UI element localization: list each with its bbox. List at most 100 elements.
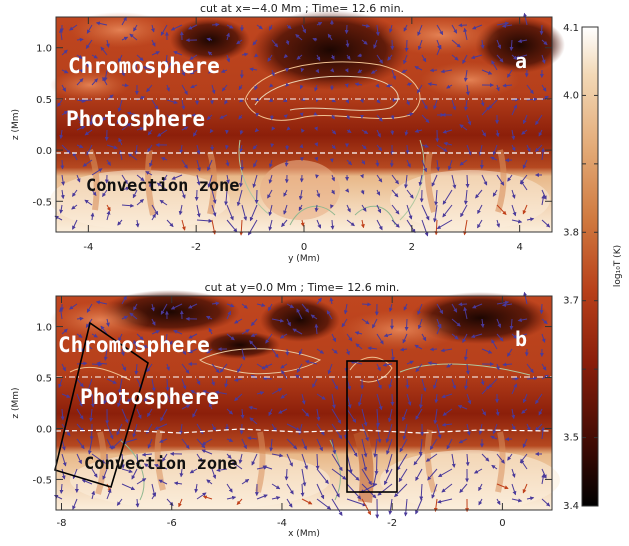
panel-b-velocity-arrow — [361, 483, 377, 499]
panel-a-velocity-arrow — [189, 69, 198, 75]
panel-a-velocity-arrow — [488, 99, 498, 110]
panel-b-velocity-arrow — [436, 323, 442, 335]
panel-b-velocity-arrow — [429, 438, 438, 450]
colorbar-tick-label: 3.7 — [563, 296, 579, 307]
panel-a-velocity-arrow — [241, 204, 248, 221]
panel-a-xtick-label: 2 — [409, 242, 415, 253]
panel-a-velocity-arrow — [315, 174, 320, 179]
panel-b-velocity-arrow — [106, 488, 112, 500]
panel-b-velocity-arrow — [415, 363, 423, 373]
panel-b-velocity-arrow — [61, 423, 71, 437]
panel-a-velocity-arrow — [376, 54, 383, 64]
panel-b-velocity-arrow — [376, 378, 382, 390]
panel-a-velocity-arrow — [268, 204, 273, 217]
panel-b-velocity-arrow — [451, 453, 456, 468]
panel-b-velocity-arrow — [196, 438, 206, 449]
panel-a-velocity-arrow — [239, 129, 244, 135]
panel-a-velocity-arrow — [301, 24, 306, 34]
panel-b-velocity-arrow — [418, 438, 423, 456]
panel-b-velocity-arrow — [150, 303, 155, 312]
panel-a-velocity-arrow — [226, 24, 234, 29]
panel-a-velocity-arrow — [181, 219, 186, 231]
panel-b-velocity-arrow — [143, 393, 153, 402]
panel-b-ytick-label: 0.0 — [36, 424, 52, 435]
panel-a-velocity-arrow — [403, 24, 408, 32]
panel-a-velocity-arrow — [477, 204, 483, 215]
panel-a-velocity-arrow — [465, 174, 470, 189]
panel-a-velocity-arrow — [226, 32, 230, 41]
panel-a-velocity-arrow — [239, 174, 243, 188]
panel-b-velocity-arrow — [327, 363, 333, 375]
panel-a-velocity-arrow — [388, 24, 393, 33]
panel-b-velocity-arrow — [271, 423, 277, 432]
panel-b-velocity-arrow — [241, 329, 250, 335]
panel-b-velocity-arrow — [429, 347, 438, 352]
panel-b-velocity-arrow — [192, 408, 198, 418]
panel-b-velocity-arrow — [89, 408, 94, 422]
panel-b-velocity-arrow — [376, 363, 381, 372]
panel-b-velocity-arrow — [502, 362, 513, 367]
panel-a-velocity-arrow — [121, 122, 132, 131]
panel-a-velocity-arrow — [540, 147, 545, 161]
panel-a-velocity-arrow — [121, 186, 130, 191]
panel-a-velocity-arrow — [267, 189, 273, 199]
panel-b-velocity-arrow — [465, 453, 470, 467]
panel-a-velocity-arrow — [496, 204, 507, 216]
panel-b-velocity-arrow — [86, 378, 93, 393]
panel-a-velocity-arrow — [480, 99, 485, 107]
panel-a-velocity-arrow — [211, 189, 217, 204]
panel-a-velocity-arrow — [106, 204, 111, 212]
panel-a-velocity-arrow — [239, 219, 244, 236]
panel-a-velocity-arrow — [102, 76, 108, 86]
panel-b-velocity-arrow — [256, 494, 268, 500]
panel-b-velocity-arrow — [541, 468, 547, 479]
panel-a-velocity-arrow — [181, 84, 188, 95]
panel-a-velocity-arrow — [281, 219, 288, 228]
panel-a-velocity-arrow — [391, 174, 399, 185]
panel-a-velocity-arrow — [295, 34, 303, 41]
panel-a-velocity-arrow — [390, 129, 395, 136]
panel-b-velocity-arrow — [301, 303, 310, 313]
panel-b-velocity-arrow — [296, 363, 303, 373]
panel-b-velocity-arrows — [53, 291, 551, 519]
panel-b-velocity-arrow — [211, 301, 220, 306]
panel-b-velocity-arrow — [189, 468, 198, 474]
panel-a-velocity-arrow — [376, 189, 381, 196]
panel-a-velocity-arrow — [436, 144, 448, 152]
panel-b-velocity-arrow — [417, 318, 423, 330]
panel-a-velocity-arrow — [511, 219, 523, 224]
panel-b-velocity-arrow — [316, 468, 329, 485]
panel-a-velocity-arrow — [118, 137, 123, 146]
panel-a-velocity-arrow — [86, 24, 93, 34]
panel-b-velocity-arrow — [540, 426, 545, 440]
panel-b-velocity-arrow — [507, 453, 513, 461]
panel-a-velocity-arrow — [117, 99, 123, 113]
panel-a-velocity-arrow — [480, 39, 485, 49]
panel-b-velocity-arrow — [206, 479, 213, 485]
panel-a-velocity-arrow — [147, 144, 153, 153]
panel-b-velocity-arrow — [196, 423, 204, 435]
panel-b-velocity-arrow — [457, 404, 468, 410]
panel-b-velocity-arrow — [202, 495, 213, 500]
panel-b-velocity-arrow — [433, 498, 438, 513]
panel-a-velocity-arrow — [390, 114, 395, 120]
panel-b-velocity-arrow — [173, 481, 183, 486]
panel-a-velocity-arrow — [436, 219, 453, 230]
panel-a-velocity-arrow — [118, 149, 123, 161]
panel-b-ylabel: z (Mm) — [11, 387, 21, 418]
panel-a-ytick-label: 1.0 — [36, 44, 52, 55]
panel-b-velocity-arrow — [331, 393, 336, 409]
panel-a-velocity-arrow — [361, 204, 367, 212]
panel-b-velocity-arrow — [234, 377, 243, 382]
panel-a-velocity-arrow — [224, 99, 229, 105]
panel-a-velocity-arrow — [61, 110, 69, 116]
colorbar-ticks: 3.4 3.5 3.7 3.8 4.0 4.1 — [563, 23, 598, 512]
panel-a-velocity-arrow — [535, 114, 543, 126]
panel-b-velocity-arrow — [522, 393, 528, 404]
panel-a-velocity-arrow — [462, 54, 468, 64]
panel-b-velocity-arrow — [402, 333, 408, 344]
panel-b-velocity-arrow — [541, 363, 547, 371]
panel-a-velocity-arrow — [417, 39, 423, 51]
panel-a-velocity-arrow — [224, 144, 229, 150]
